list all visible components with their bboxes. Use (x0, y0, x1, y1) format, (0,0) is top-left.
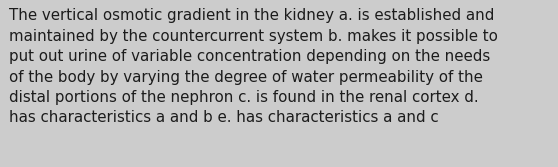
Text: The vertical osmotic gradient in the kidney a. is established and
maintained by : The vertical osmotic gradient in the kid… (9, 8, 498, 125)
